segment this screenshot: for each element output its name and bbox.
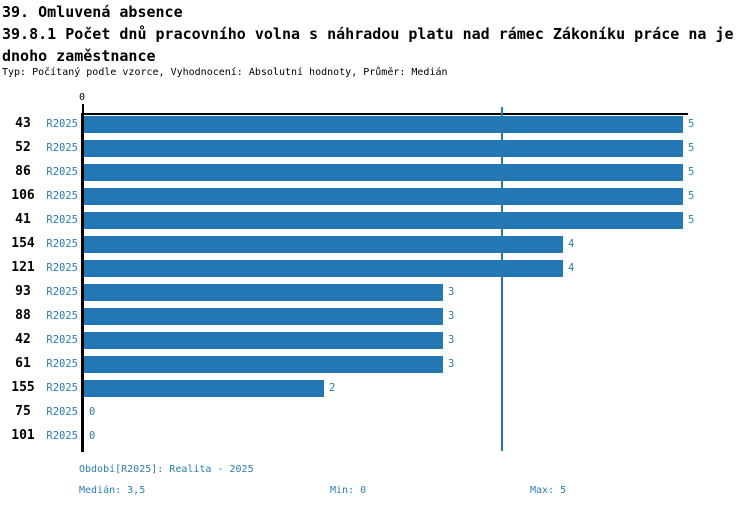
row-period-label: R2025 [46,286,78,298]
chart-row: 88 R2025 3 [0,304,750,328]
row-period-label: R2025 [46,238,78,250]
row-id-label: 101 [11,428,35,443]
x-axis-line [82,113,688,115]
bar-value-label: 0 [89,406,96,418]
indicator-title-line1: 39.8.1 Počet dnů pracovního volna s náhr… [2,25,734,43]
chart-row: 93 R2025 3 [0,280,750,304]
row-period-label: R2025 [46,262,78,274]
bar-value-label: 3 [448,334,455,346]
row-period-label: R2025 [46,142,78,154]
chart-row: 101 R2025 0 [0,424,750,448]
bar-value-label: 0 [89,430,96,442]
chart-row: 41 R2025 5 [0,208,750,232]
chart-row: 154 R2025 4 [0,232,750,256]
value-bar [84,307,443,325]
row-period-label: R2025 [46,358,78,370]
indicator-title-line2: dnoho zaměstnance [2,47,156,65]
chart-row: 43 R2025 5 [0,112,750,136]
row-period-label: R2025 [46,334,78,346]
chart-row: 42 R2025 3 [0,328,750,352]
chart-row: 52 R2025 5 [0,136,750,160]
row-id-label: 52 [15,140,31,155]
bar-value-label: 5 [688,142,695,154]
value-bar [84,331,443,349]
row-id-label: 42 [15,332,31,347]
row-period-label: R2025 [46,166,78,178]
row-period-label: R2025 [46,430,78,442]
min-stat: Min: 0 [330,485,367,496]
bar-value-label: 3 [448,310,455,322]
value-bar [84,211,683,229]
bar-value-label: 5 [688,166,695,178]
row-id-label: 86 [15,164,31,179]
row-id-label: 75 [15,404,31,419]
period-legend: Období[R2025]: Realita - 2025 [79,464,254,475]
bar-value-label: 5 [688,118,695,130]
indicator-meta: Typ: Počítaný podle vzorce, Vyhodnocení:… [2,67,448,78]
row-period-label: R2025 [46,382,78,394]
chart-row: 121 R2025 4 [0,256,750,280]
bar-value-label: 3 [448,358,455,370]
row-period-label: R2025 [46,214,78,226]
row-id-label: 61 [15,356,31,371]
value-bar [84,259,563,277]
row-period-label: R2025 [46,310,78,322]
chart-row: 106 R2025 5 [0,184,750,208]
bar-value-label: 4 [568,262,575,274]
bar-value-label: 5 [688,190,695,202]
value-bar [84,283,443,301]
row-id-label: 43 [15,116,31,131]
bar-value-label: 5 [688,214,695,226]
value-bar [84,163,683,181]
value-bar [84,355,443,373]
row-id-label: 93 [15,284,31,299]
median-stat: Medián: 3,5 [79,485,146,496]
median-reference-line [501,107,503,451]
row-id-label: 41 [15,212,31,227]
chart-row: 61 R2025 3 [0,352,750,376]
row-period-label: R2025 [46,406,78,418]
value-bar [84,115,683,133]
bar-value-label: 3 [448,286,455,298]
x-axis-zero-tick-label: 0 [78,92,86,103]
value-bar [84,139,683,157]
value-bar [84,379,324,397]
row-period-label: R2025 [46,190,78,202]
row-period-label: R2025 [46,118,78,130]
row-id-label: 88 [15,308,31,323]
chart-row: 75 R2025 0 [0,400,750,424]
value-bar [84,187,683,205]
chart-row: 155 R2025 2 [0,376,750,400]
section-title: 39. Omluvená absence [2,3,183,21]
row-id-label: 154 [11,236,35,251]
bar-value-label: 4 [568,238,575,250]
row-id-label: 106 [11,188,35,203]
y-axis-line [81,113,84,452]
row-id-label: 155 [11,380,35,395]
value-bar [84,235,563,253]
x-axis-zero-tick [82,104,84,115]
chart-row: 86 R2025 5 [0,160,750,184]
row-id-label: 121 [11,260,35,275]
max-stat: Max: 5 [530,485,567,496]
bar-value-label: 2 [329,382,336,394]
